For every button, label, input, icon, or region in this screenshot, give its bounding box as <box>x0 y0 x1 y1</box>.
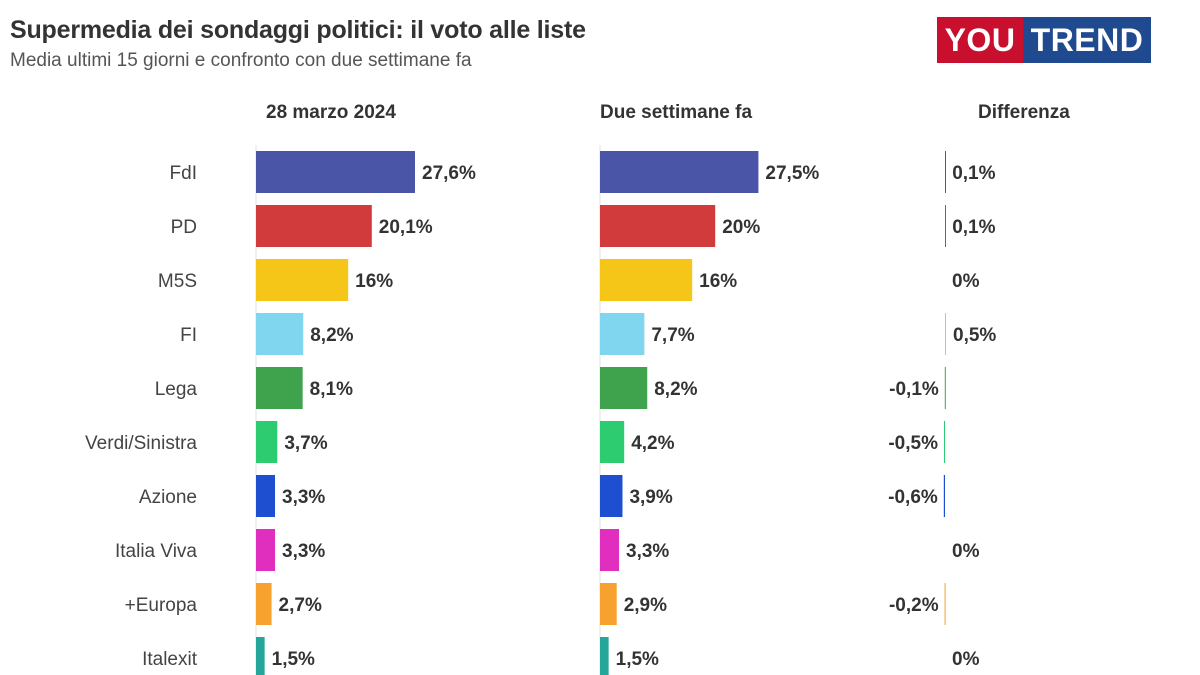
bar-previous-8 <box>600 583 617 625</box>
value-label-current: 3,3% <box>282 541 325 562</box>
category-label: M5S <box>158 271 197 292</box>
value-label-current: 1,5% <box>272 649 315 670</box>
value-label-previous: 27,5% <box>765 163 819 184</box>
bar-previous-3 <box>600 313 645 355</box>
category-label: Italia Viva <box>115 541 197 562</box>
bar-previous-0 <box>600 151 759 193</box>
bar-previous-2 <box>600 259 693 301</box>
value-label-current: 16% <box>355 271 393 292</box>
bar-previous-5 <box>600 421 625 463</box>
bar-current-9 <box>256 637 265 675</box>
bar-current-3 <box>256 313 304 355</box>
bar-previous-9 <box>600 637 609 675</box>
bar-difference-4 <box>944 367 946 409</box>
value-label-difference: 0% <box>952 649 980 670</box>
bar-difference-0 <box>945 151 946 193</box>
bar-current-5 <box>256 421 278 463</box>
category-label: Italexit <box>142 649 198 670</box>
bar-current-6 <box>256 475 276 517</box>
value-label-current: 2,7% <box>279 595 322 616</box>
value-label-difference: -0,5% <box>888 433 938 454</box>
value-label-previous: 1,5% <box>616 649 659 670</box>
logo-part-trend: TREND <box>1023 17 1151 63</box>
value-label-difference: 0% <box>952 271 980 292</box>
value-label-difference: -0,2% <box>889 595 939 616</box>
value-label-previous: 8,2% <box>654 379 697 400</box>
logo-part-you: YOU <box>937 17 1023 63</box>
youtrend-logo: YOU TREND <box>936 16 1152 64</box>
value-label-previous: 2,9% <box>624 595 667 616</box>
value-label-current: 27,6% <box>422 163 476 184</box>
value-label-difference: 0,1% <box>952 163 995 184</box>
category-label: FdI <box>170 163 197 184</box>
bar-current-8 <box>256 583 272 625</box>
value-label-previous: 20% <box>722 217 760 238</box>
bar-current-0 <box>256 151 415 193</box>
value-label-difference: -0,1% <box>889 379 939 400</box>
value-label-difference: 0,5% <box>953 325 996 346</box>
value-label-previous: 16% <box>699 271 737 292</box>
bar-current-4 <box>256 367 303 409</box>
bar-previous-6 <box>600 475 623 517</box>
bar-previous-4 <box>600 367 648 409</box>
category-label: FI <box>180 325 197 346</box>
value-label-previous: 4,2% <box>631 433 674 454</box>
category-label: +Europa <box>125 595 198 616</box>
chart-subtitle: Media ultimi 15 giorni e confronto con d… <box>10 50 472 71</box>
category-label: Lega <box>155 379 198 400</box>
bar-current-1 <box>256 205 372 247</box>
category-label: Azione <box>139 487 197 508</box>
column-header-previous: Due settimane fa <box>600 102 753 123</box>
bar-difference-5 <box>944 421 945 463</box>
value-label-current: 8,1% <box>310 379 353 400</box>
value-label-difference: 0% <box>952 541 980 562</box>
value-label-previous: 3,9% <box>629 487 672 508</box>
bar-previous-7 <box>600 529 620 571</box>
category-label: Verdi/Sinistra <box>85 433 197 454</box>
bar-difference-8 <box>944 583 946 625</box>
bar-difference-3 <box>945 313 946 355</box>
value-label-current: 3,7% <box>284 433 327 454</box>
value-label-current: 8,2% <box>310 325 353 346</box>
value-label-current: 20,1% <box>379 217 433 238</box>
column-header-current: 28 marzo 2024 <box>266 102 396 123</box>
value-label-previous: 7,7% <box>651 325 694 346</box>
value-label-difference: 0,1% <box>952 217 995 238</box>
bar-previous-1 <box>600 205 716 247</box>
category-label: PD <box>171 217 197 238</box>
value-label-difference: -0,6% <box>888 487 938 508</box>
bar-current-7 <box>256 529 276 571</box>
column-header-difference: Differenza <box>978 102 1070 123</box>
bar-current-2 <box>256 259 349 301</box>
value-label-previous: 3,3% <box>626 541 669 562</box>
value-label-current: 3,3% <box>282 487 325 508</box>
chart-title: Supermedia dei sondaggi politici: il vot… <box>10 16 586 44</box>
bar-difference-6 <box>943 475 945 517</box>
bar-difference-1 <box>945 205 946 247</box>
